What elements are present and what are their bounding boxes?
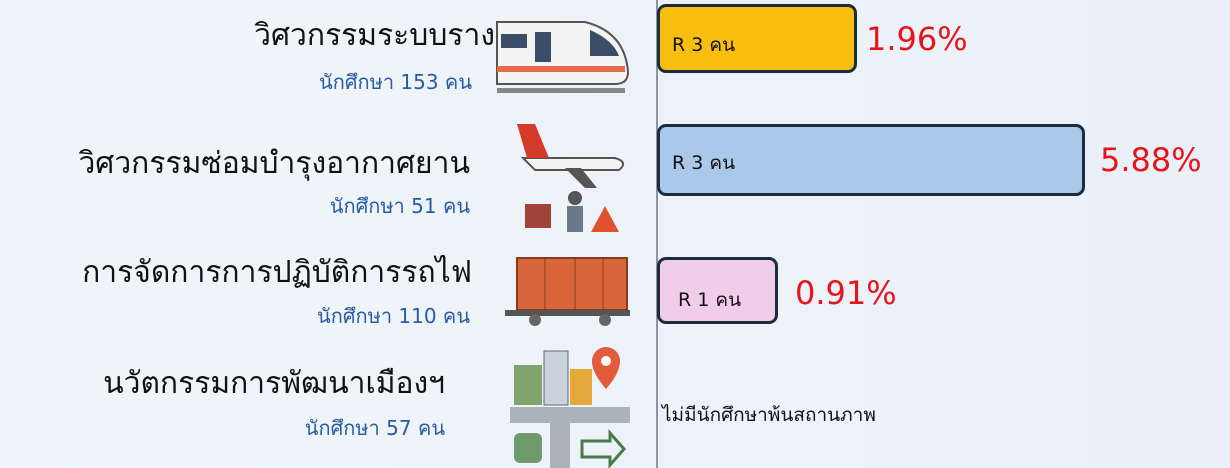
student-count: นักศึกษา 51 คน xyxy=(329,194,470,218)
program-name: นวัตกรรมการพัฒนาเมืองฯ xyxy=(103,366,445,401)
aircraft-icon xyxy=(517,124,625,232)
bar xyxy=(657,257,778,324)
percent-label: 1.96% xyxy=(866,20,968,58)
student-count: นักศึกษา 110 คน xyxy=(317,304,470,328)
bar-label: R 3 คน xyxy=(672,152,736,174)
bar xyxy=(657,4,857,73)
program-name: วิศวกรรมระบบราง xyxy=(254,18,495,53)
percent-label: 0.91% xyxy=(795,274,897,312)
program-name: การจัดการการปฏิบัติการรถไฟ xyxy=(82,255,472,290)
bar-label: R 3 คน xyxy=(672,34,736,56)
axis-line xyxy=(656,0,658,468)
freight-car-icon xyxy=(505,257,630,326)
percent-label: 5.88% xyxy=(1100,141,1202,179)
bar xyxy=(657,124,1085,196)
student-count: นักศึกษา 57 คน xyxy=(304,416,445,440)
student-count: นักศึกษา 153 คน xyxy=(319,70,472,94)
train-icon xyxy=(496,21,630,93)
bar-label: R 1 คน xyxy=(678,289,742,311)
program-name: วิศวกรรมซ่อมบำรุงอากาศยาน xyxy=(78,146,470,181)
city-icon xyxy=(510,347,630,468)
note: ไม่มีนักศึกษาพ้นสถานภาพ xyxy=(662,404,876,426)
